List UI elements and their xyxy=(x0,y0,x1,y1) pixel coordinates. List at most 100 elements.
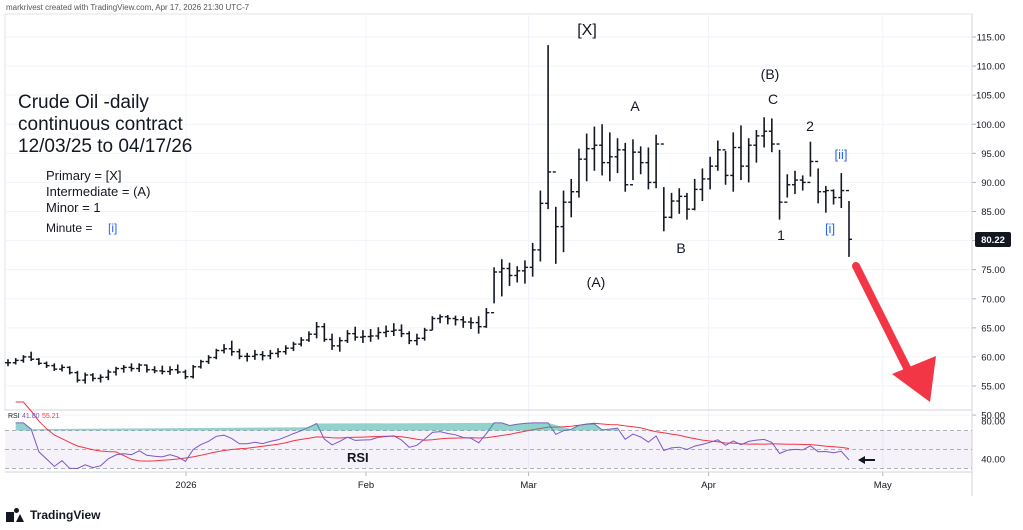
ohlc-bar xyxy=(105,369,112,381)
ohlc-bar xyxy=(691,178,698,211)
ohlc-bar xyxy=(753,130,760,163)
ohlc-bar xyxy=(437,314,444,324)
ohlc-bar xyxy=(298,337,305,347)
ohlc-bar xyxy=(622,142,629,192)
ohlc-bar xyxy=(383,325,390,338)
rsi-panel-label: RSI xyxy=(347,450,369,465)
ohlc-bar xyxy=(591,126,598,171)
legend-primary: Primary = [X] xyxy=(46,168,122,183)
ohlc-bar xyxy=(614,138,621,174)
tradingview-footer: TradingView xyxy=(6,504,100,526)
ohlc-bar xyxy=(344,330,351,343)
ohlc-bar xyxy=(251,349,258,360)
ohlc-bar xyxy=(43,361,50,368)
price-tick-label: 50.00 xyxy=(981,411,1005,422)
ohlc-bar xyxy=(761,117,768,148)
ohlc-bar xyxy=(151,366,158,374)
ohlc-bar xyxy=(5,359,11,367)
price-tick-label: 110.00 xyxy=(977,62,1005,73)
ohlc-bar xyxy=(568,178,575,218)
legend-minute-value: [i] xyxy=(108,221,117,235)
ohlc-bar xyxy=(545,45,552,210)
wave-label: 2 xyxy=(806,118,814,134)
ohlc-bar xyxy=(668,192,675,219)
rsi-ma-line xyxy=(15,401,850,462)
ohlc-bar xyxy=(645,147,652,190)
wave-label: B xyxy=(676,240,685,256)
time-tick-label: May xyxy=(874,480,892,491)
ohlc-bar xyxy=(221,344,228,354)
ohlc-bar xyxy=(575,148,582,198)
legend-minor: Minor = 1 xyxy=(46,200,101,215)
ohlc-bar xyxy=(51,363,58,371)
price-chart[interactable]: 115.00 110.00 105.00 100.00 95.00 90.00 85.00 8… xyxy=(0,0,1023,500)
ohlc-bar xyxy=(390,323,397,336)
ohlc-bar xyxy=(421,327,428,341)
ohlc-bar xyxy=(97,374,104,383)
time-tick-label: Feb xyxy=(358,480,374,491)
ohlc-bar xyxy=(12,358,19,365)
wave-label: (B) xyxy=(761,66,780,82)
ohlc-bar xyxy=(59,364,66,372)
wave-label: C xyxy=(768,91,778,107)
wave-label: A xyxy=(630,98,640,114)
time-axis: 2026 Feb Mar Apr May xyxy=(5,471,972,491)
ohlc-bar xyxy=(236,348,243,360)
last-price-value: 80.22 xyxy=(981,235,1005,246)
ohlc-bar xyxy=(159,365,166,375)
ohlc-bar xyxy=(583,133,590,182)
price-tick-label: 115.00 xyxy=(977,33,1005,44)
ohlc-bar xyxy=(452,315,459,326)
ohlc-bar xyxy=(606,132,613,182)
ohlc-bar xyxy=(683,192,690,220)
price-tick-label: 60.00 xyxy=(981,352,1005,363)
ohlc-bar xyxy=(305,331,312,342)
ohlc-bar xyxy=(491,267,498,314)
title-line-3: 12/03/25 to 04/17/26 xyxy=(18,136,192,157)
ohlc-bar xyxy=(66,366,73,375)
price-tick-label: 105.00 xyxy=(976,91,1005,102)
ohlc-bar xyxy=(367,328,374,342)
ohlc-bar xyxy=(197,359,204,369)
ohlc-bar xyxy=(714,140,721,171)
ohlc-bar xyxy=(213,348,220,360)
ohlc-bar xyxy=(444,315,451,325)
ohlc-bar xyxy=(699,168,706,202)
ohlc-bar xyxy=(136,363,143,373)
rsi-tick-label: 80.00 xyxy=(981,417,1005,428)
rsi-legend-value-1: 41.80 xyxy=(22,413,40,420)
ohlc-bar xyxy=(375,327,382,340)
price-tick-label: 55.00 xyxy=(981,382,1005,393)
ohlc-bar xyxy=(20,355,27,363)
brand-name: TradingView xyxy=(30,508,101,522)
ohlc-bar xyxy=(599,124,606,176)
ohlc-bar xyxy=(537,190,544,262)
ohlc-bar xyxy=(120,365,127,373)
ohlc-bar xyxy=(784,174,791,203)
ohlc-bar xyxy=(89,373,96,382)
ohlc-bar xyxy=(768,118,775,153)
ohlc-bar xyxy=(521,260,528,284)
wave-label: [X] xyxy=(577,22,597,39)
price-tick-label: 70.00 xyxy=(981,294,1005,305)
wave-label: 1 xyxy=(777,227,785,243)
ohlc-bar xyxy=(475,316,482,334)
price-axis: 115.00 110.00 105.00 100.00 95.00 90.00 85.00 8… xyxy=(972,33,1005,422)
ohlc-bar xyxy=(406,331,413,345)
ohlc-bar xyxy=(167,366,174,375)
ohlc-bar xyxy=(82,372,89,384)
ohlc-bar xyxy=(398,324,405,338)
ohlc-bar xyxy=(244,352,251,362)
ohlc-bar xyxy=(352,326,359,341)
ohlc-bar xyxy=(552,171,559,264)
time-tick-label: Apr xyxy=(701,480,716,491)
rsi-line xyxy=(15,422,850,470)
rsi-tick-label: 40.00 xyxy=(981,455,1005,466)
ohlc-bar xyxy=(174,364,181,374)
ohlc-bar xyxy=(282,345,289,355)
ohlc-bar xyxy=(653,134,660,189)
ohlc-bar xyxy=(676,188,683,214)
ohlc-bar xyxy=(637,146,644,175)
price-tick-label: 85.00 xyxy=(981,207,1005,218)
ohlc-bar xyxy=(529,242,536,277)
